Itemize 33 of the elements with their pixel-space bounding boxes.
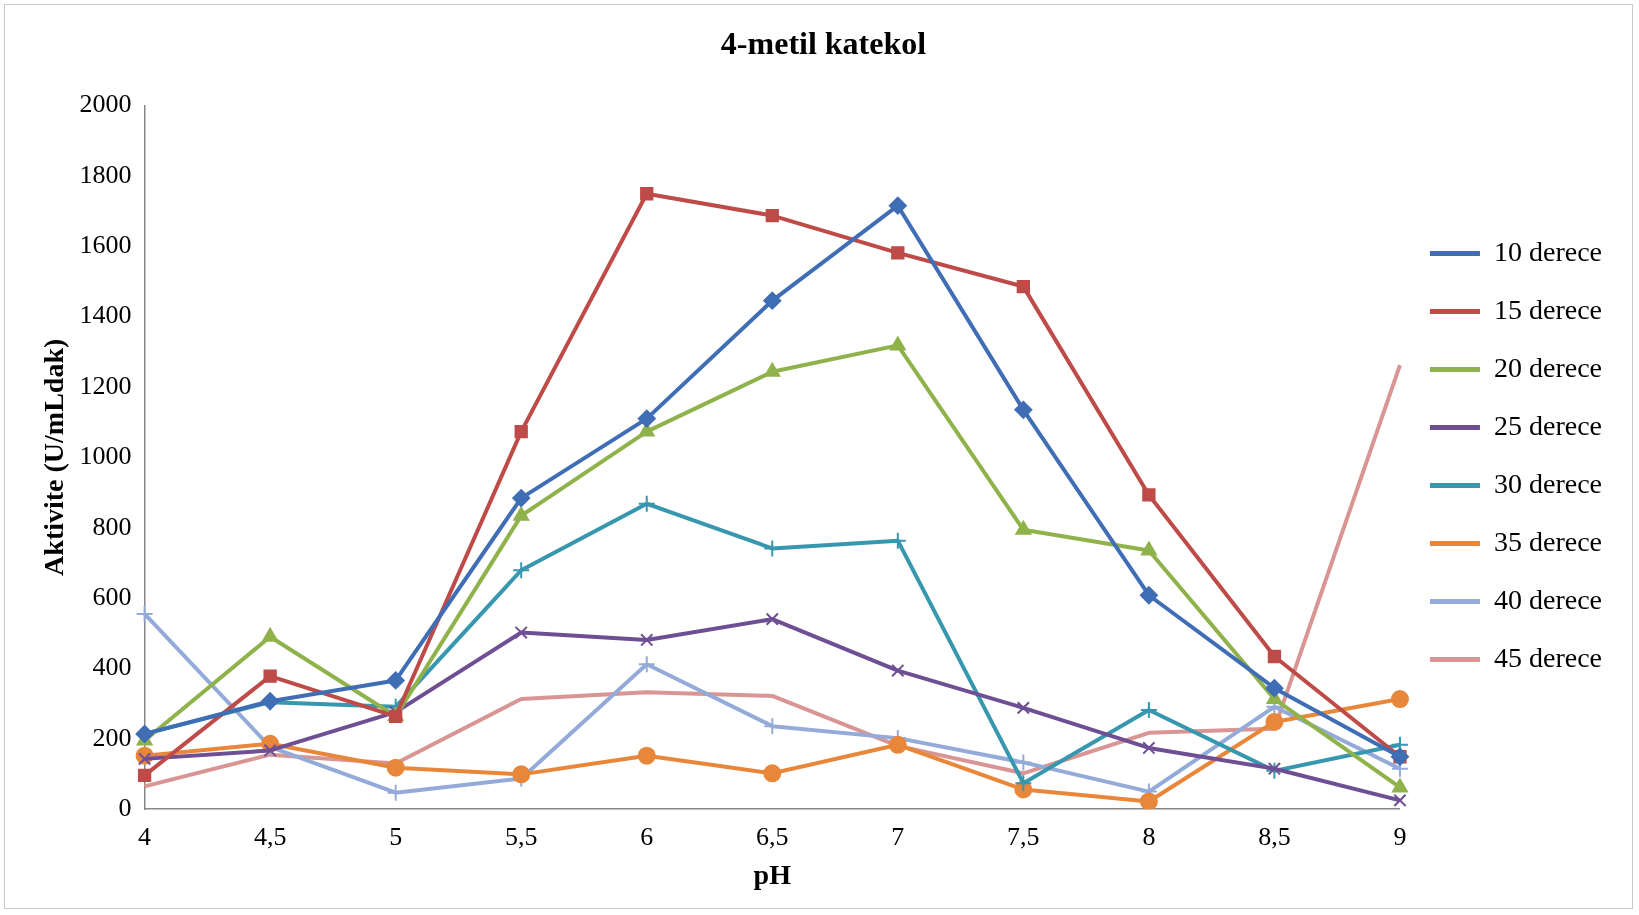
x-tick-label: 8,5 [1258, 821, 1291, 851]
y-tick-label: 1600 [79, 229, 132, 259]
x-tick-label: 5 [389, 821, 403, 851]
chart-title: 4-metil katekol [720, 25, 927, 62]
x-tick-label: 7 [891, 821, 905, 851]
y-tick-label: 1400 [79, 300, 132, 330]
x-tick-label: 6 [640, 821, 654, 851]
y-tick-label: 800 [92, 511, 132, 541]
x-tick-label: 9 [1393, 821, 1407, 851]
legend-label: 10 derece [1493, 235, 1603, 267]
y-tick-label: 400 [92, 652, 132, 682]
y-axis-title: Aktivite (U/mLdak) [38, 338, 70, 576]
y-tick-label: 1000 [79, 441, 132, 471]
legend-label: 40 derece [1493, 583, 1603, 615]
y-tick-label: 200 [92, 722, 132, 752]
x-axis-title: pH [753, 859, 792, 891]
x-tick-label: 5,5 [504, 821, 538, 851]
x-tick-label: 4 [138, 821, 152, 851]
y-tick-label: 600 [92, 581, 132, 611]
legend-label: 45 derece [1493, 641, 1603, 673]
legend-label: 25 derece [1493, 409, 1603, 441]
x-tick-label: 6,5 [756, 821, 789, 851]
x-tick-label: 4,5 [253, 821, 287, 851]
y-tick-label: 2000 [79, 89, 132, 119]
x-tick-label: 7,5 [1007, 821, 1040, 851]
y-tick-label: 1800 [79, 159, 132, 189]
x-tick-label: 8 [1142, 821, 1156, 851]
legend-label: 20 derece [1493, 351, 1603, 383]
y-tick-label: 0 [118, 793, 132, 823]
legend-label: 15 derece [1493, 293, 1603, 325]
legend-label: 30 derece [1493, 467, 1603, 499]
y-tick-label: 1200 [79, 370, 132, 400]
legend-label: 35 derece [1493, 525, 1603, 557]
